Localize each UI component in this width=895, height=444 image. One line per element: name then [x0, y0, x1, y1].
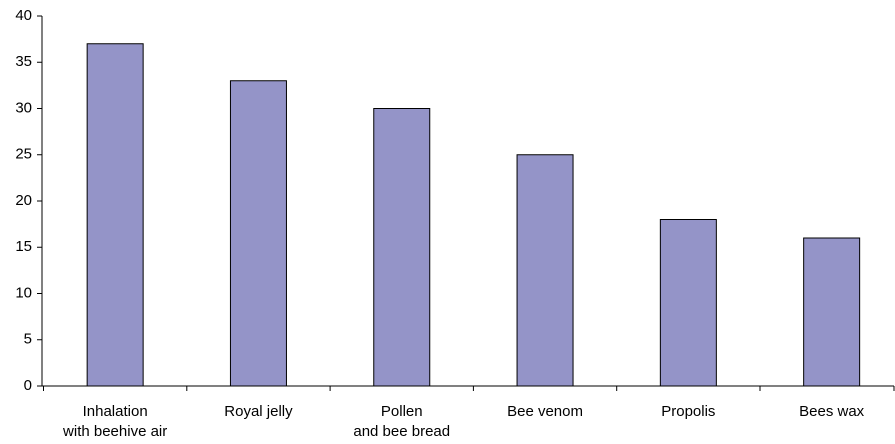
- y-tick-label: 30: [15, 99, 32, 116]
- x-tick-label: Propolis: [661, 403, 715, 420]
- bar: [86, 43, 144, 387]
- y-tick-label: 25: [15, 146, 32, 163]
- y-tick-label: 5: [24, 331, 32, 348]
- x-tick-label: Bees wax: [799, 403, 865, 420]
- y-tick-label: 20: [15, 192, 32, 209]
- bar: [803, 237, 861, 387]
- y-tick-label: 10: [15, 284, 32, 301]
- y-tick-label: 0: [24, 377, 32, 394]
- bar: [659, 219, 717, 387]
- x-tick-label: Pollen and bee bread: [353, 403, 450, 440]
- x-tick-label: Bee venom: [507, 403, 583, 420]
- y-tick-label: 40: [15, 7, 32, 24]
- x-tick-label: Inhalation with beehive air: [62, 403, 167, 440]
- y-tick-label: 15: [15, 238, 32, 255]
- bar: [516, 154, 574, 387]
- x-tick-label: Royal jelly: [224, 403, 293, 420]
- bar: [229, 80, 287, 387]
- y-tick-label: 35: [15, 53, 32, 70]
- bar: [373, 108, 431, 387]
